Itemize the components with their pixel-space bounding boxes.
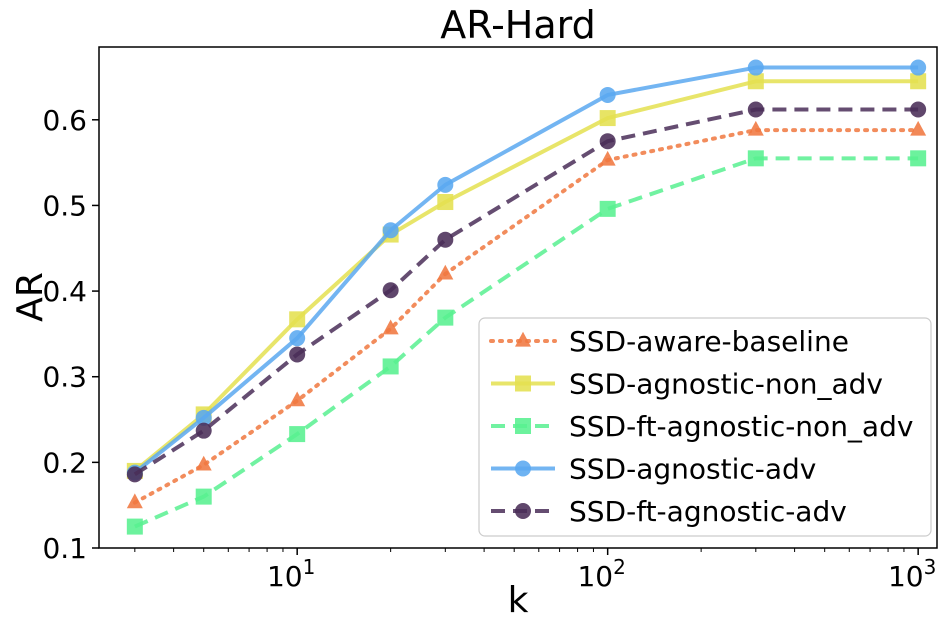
data-point xyxy=(747,73,764,90)
data-point xyxy=(599,200,616,217)
data-point xyxy=(437,309,454,326)
data-point xyxy=(289,426,306,443)
data-point xyxy=(599,86,616,103)
legend-marker xyxy=(515,331,531,347)
data-point xyxy=(195,409,212,426)
x-tick-label: 103 xyxy=(888,555,936,593)
data-point xyxy=(747,120,764,136)
legend-marker xyxy=(515,418,531,434)
data-point xyxy=(126,493,143,509)
y-tick-label: 0.4 xyxy=(42,275,87,308)
y-tick-label: 0.2 xyxy=(42,446,87,479)
data-point xyxy=(910,150,927,167)
legend-label: SSD-agnostic-adv xyxy=(569,453,816,486)
y-tick-label: 0.1 xyxy=(42,532,87,565)
plot-frame xyxy=(98,46,938,549)
series-line xyxy=(133,107,919,477)
x-tick-label: 101 xyxy=(267,555,315,593)
legend: SSD-aware-baseline SSD-agnostic-non_adv SS… xyxy=(478,317,932,537)
data-point xyxy=(599,133,616,150)
y-tick-label: 0.6 xyxy=(42,104,87,137)
data-point xyxy=(910,120,927,136)
legend-marker xyxy=(515,460,531,477)
data-point xyxy=(126,518,143,535)
data-point xyxy=(437,231,454,248)
legend-label: SSD-aware-baseline xyxy=(569,325,849,358)
data-point xyxy=(382,282,399,299)
data-point xyxy=(910,101,927,118)
data-point xyxy=(195,455,212,471)
data-point xyxy=(910,73,927,90)
data-point xyxy=(599,110,616,127)
series-line xyxy=(132,128,921,505)
data-point xyxy=(289,311,306,328)
data-point xyxy=(289,330,306,347)
x-tick-label: 102 xyxy=(577,555,625,593)
data-point xyxy=(747,101,764,118)
x-axis-label: k xyxy=(508,580,529,621)
data-point xyxy=(910,59,927,76)
x-tick-exponent: 1 xyxy=(303,555,316,579)
x-tick-exponent: 2 xyxy=(613,555,626,579)
data-point xyxy=(437,176,454,193)
data-point xyxy=(747,150,764,167)
data-point xyxy=(195,488,212,505)
legend-box xyxy=(478,317,932,537)
x-tick-exponent: 3 xyxy=(924,555,937,579)
series-0 xyxy=(126,120,927,509)
legend-marker xyxy=(515,375,531,392)
data-point xyxy=(437,264,454,280)
data-point xyxy=(437,194,454,211)
data-point xyxy=(126,466,143,483)
series-line xyxy=(133,79,919,473)
legend-marker xyxy=(515,503,531,519)
data-point xyxy=(382,222,399,239)
series-2 xyxy=(126,150,927,535)
data-point xyxy=(382,358,399,375)
series-line xyxy=(134,156,919,529)
legend-label: SSD-ft-agnostic-non_adv xyxy=(569,410,913,443)
y-tick-label: 0.5 xyxy=(42,189,87,222)
data-point xyxy=(382,319,399,335)
data-point xyxy=(289,391,306,407)
legend-label: SSD-ft-agnostic-adv xyxy=(569,495,847,528)
chart-title: AR-Hard xyxy=(440,3,596,47)
series-4 xyxy=(126,101,927,483)
data-point xyxy=(599,150,616,166)
data-point xyxy=(289,346,306,363)
legend-label: SSD-agnostic-non_adv xyxy=(569,368,883,401)
y-axis-label: AR xyxy=(10,272,51,322)
data-point xyxy=(195,422,212,439)
data-point xyxy=(747,59,764,76)
series-line xyxy=(133,65,919,475)
y-tick-label: 0.3 xyxy=(42,361,87,394)
